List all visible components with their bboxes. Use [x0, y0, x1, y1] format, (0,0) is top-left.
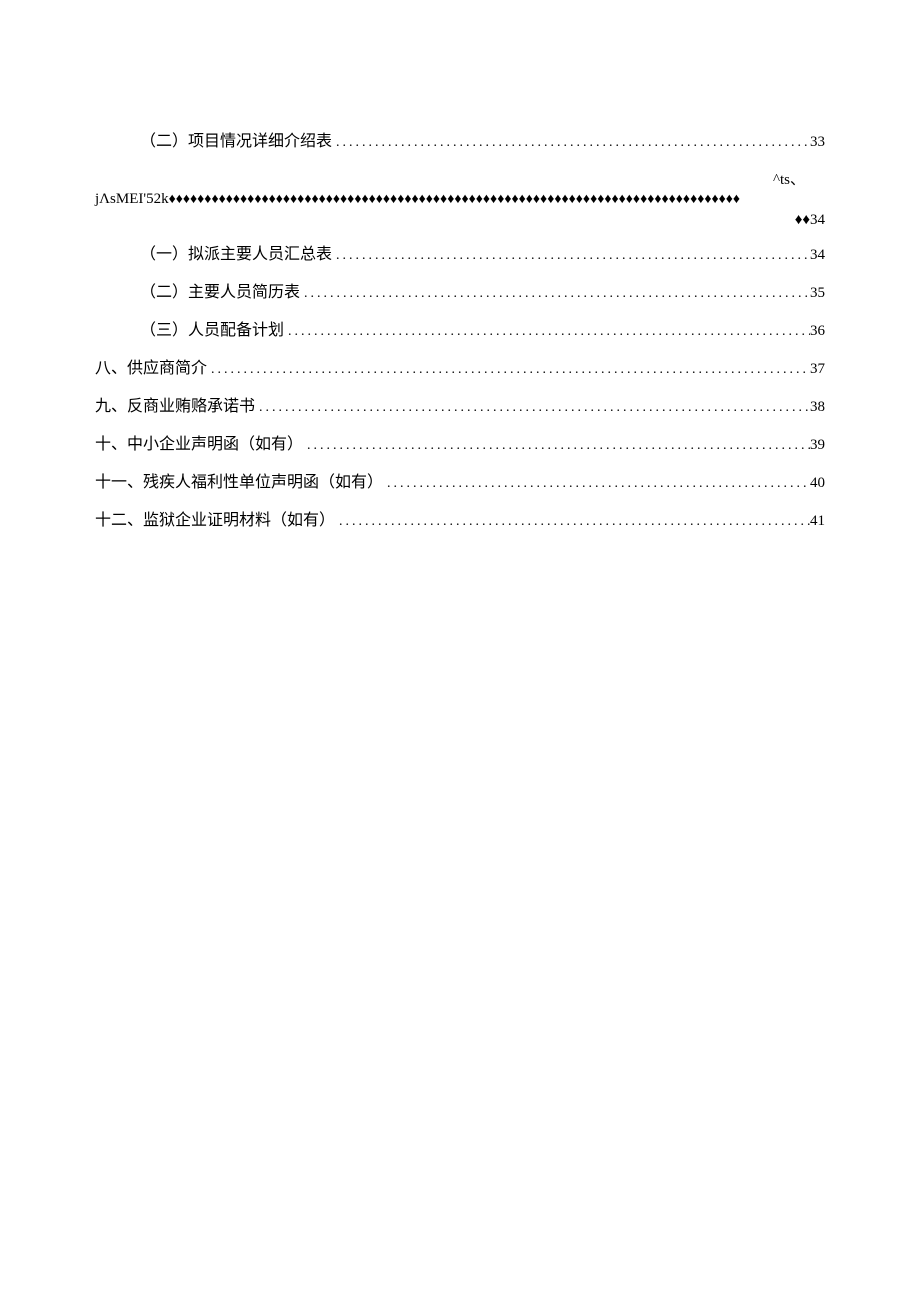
toc-leader-dots: ........................................…: [303, 435, 810, 456]
toc-page-number: 38: [810, 396, 825, 419]
toc-entry: （一）拟派主要人员汇总表 ...........................…: [95, 243, 825, 267]
toc-page-number: 41: [810, 510, 825, 533]
toc-entry: 十、中小企业声明函（如有） ..........................…: [95, 433, 825, 457]
toc-label: 九、反商业贿赂承诺书: [95, 395, 255, 419]
toc-leader-dots: ........................................…: [255, 397, 810, 418]
special-prefix: ^ts、: [95, 168, 825, 189]
toc-entry: 九、反商业贿赂承诺书 .............................…: [95, 395, 825, 419]
special-suffix: ♦♦34: [95, 212, 825, 229]
toc-label: （一）拟派主要人员汇总表: [140, 243, 332, 267]
toc-entry: （二）项目情况详细介绍表 ...........................…: [95, 130, 825, 154]
toc-label: （二）主要人员简历表: [140, 281, 300, 305]
toc-page-number: 35: [810, 282, 825, 305]
toc-label: （二）项目情况详细介绍表: [140, 130, 332, 154]
toc-leader-dots: ........................................…: [332, 245, 810, 266]
toc-leader-dots: ........................................…: [335, 511, 810, 532]
table-of-contents: （二）项目情况详细介绍表 ...........................…: [95, 130, 825, 533]
toc-leader-dots: ........................................…: [383, 473, 810, 494]
toc-label: 十一、残疾人福利性单位声明函（如有）: [95, 471, 383, 495]
toc-leader-dots: ........................................…: [284, 321, 810, 342]
toc-leader-diamonds: ♦♦♦♦♦♦♦♦♦♦♦♦♦♦♦♦♦♦♦♦♦♦♦♦♦♦♦♦♦♦♦♦♦♦♦♦♦♦♦♦…: [169, 192, 825, 208]
toc-entry-special: jΛsMEI'52k ♦♦♦♦♦♦♦♦♦♦♦♦♦♦♦♦♦♦♦♦♦♦♦♦♦♦♦♦♦…: [95, 191, 825, 208]
special-label: jΛsMEI'52k: [95, 191, 169, 208]
toc-page-number: 34: [810, 244, 825, 267]
toc-page-number: 36: [810, 320, 825, 343]
toc-entry: 十一、残疾人福利性单位声明函（如有） .....................…: [95, 471, 825, 495]
toc-page-number: 40: [810, 472, 825, 495]
toc-leader-dots: ........................................…: [207, 359, 810, 380]
toc-label: 十二、监狱企业证明材料（如有）: [95, 509, 335, 533]
toc-entry: （三）人员配备计划 ..............................…: [95, 319, 825, 343]
toc-label: （三）人员配备计划: [140, 319, 284, 343]
toc-leader-dots: ........................................…: [332, 132, 810, 153]
toc-entry: 八、供应商简介 ................................…: [95, 357, 825, 381]
toc-page-number: 39: [810, 434, 825, 457]
toc-label: 十、中小企业声明函（如有）: [95, 433, 303, 457]
toc-page-number: 37: [810, 358, 825, 381]
toc-entry: （二）主要人员简历表 .............................…: [95, 281, 825, 305]
toc-entry: 十二、监狱企业证明材料（如有） ........................…: [95, 509, 825, 533]
toc-label: 八、供应商简介: [95, 357, 207, 381]
toc-page-number: 33: [810, 131, 825, 154]
toc-leader-dots: ........................................…: [300, 283, 810, 304]
